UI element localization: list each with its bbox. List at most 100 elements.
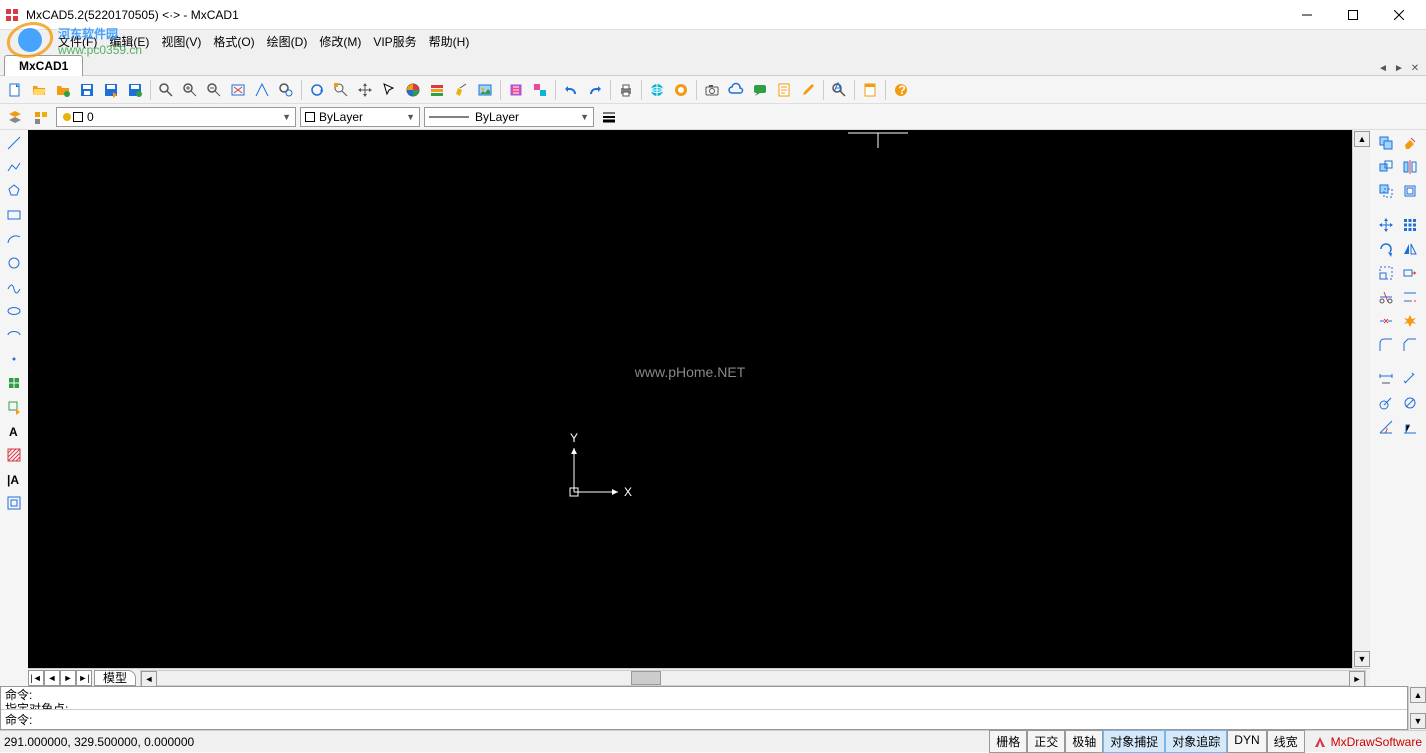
region-tool[interactable] <box>3 492 25 514</box>
color-button[interactable] <box>402 79 424 101</box>
linetype-dropdown[interactable]: ByLayer ▼ <box>424 107 594 127</box>
text-tool[interactable]: A <box>3 420 25 442</box>
layer-dropdown[interactable]: 0 ▼ <box>56 107 296 127</box>
dim-radius-tool[interactable] <box>1375 392 1397 414</box>
layer-manager-button[interactable] <box>4 106 26 128</box>
cloud2-button[interactable] <box>725 79 747 101</box>
hatch-tool[interactable] <box>3 444 25 466</box>
dim-linear-tool[interactable] <box>1375 368 1397 390</box>
lineweight-button[interactable] <box>598 106 620 128</box>
tab-prev-button[interactable]: ◄ <box>1376 61 1390 75</box>
close-button[interactable] <box>1376 0 1422 30</box>
highlight-button[interactable] <box>450 79 472 101</box>
new-button[interactable] <box>4 79 26 101</box>
layer-states-button[interactable] <box>30 106 52 128</box>
cloud-button[interactable] <box>670 79 692 101</box>
polygon-tool[interactable] <box>3 180 25 202</box>
zoom-all-button[interactable] <box>330 79 352 101</box>
image-button[interactable] <box>474 79 496 101</box>
insert-button[interactable] <box>529 79 551 101</box>
block-button[interactable] <box>505 79 527 101</box>
help-button[interactable]: ? <box>890 79 912 101</box>
scroll-down-button[interactable]: ▼ <box>1354 651 1370 667</box>
ortho-toggle[interactable]: 正交 <box>1027 730 1065 753</box>
pencil-button[interactable] <box>797 79 819 101</box>
redo-button[interactable] <box>584 79 606 101</box>
osnap-toggle[interactable]: 对象捕捉 <box>1103 730 1165 753</box>
scroll-up-button[interactable]: ▲ <box>1354 131 1370 147</box>
minimize-button[interactable] <box>1284 0 1330 30</box>
fillet-tool[interactable] <box>1375 334 1397 356</box>
menu-view[interactable]: 视图(V) <box>155 31 207 52</box>
menu-format[interactable]: 格式(O) <box>207 31 260 52</box>
zoom-in-button[interactable] <box>179 79 201 101</box>
save3-button[interactable] <box>124 79 146 101</box>
find-button[interactable]: A <box>828 79 850 101</box>
otrack-toggle[interactable]: 对象追踪 <box>1165 730 1227 753</box>
chamfer-tool[interactable] <box>1399 334 1421 356</box>
zoom-realtime-button[interactable] <box>275 79 297 101</box>
mirror2-tool[interactable] <box>1399 238 1421 260</box>
dim-aligned-tool[interactable] <box>1399 368 1421 390</box>
ellipse-tool[interactable] <box>3 300 25 322</box>
camera-button[interactable] <box>701 79 723 101</box>
grid-toggle[interactable]: 栅格 <box>989 730 1027 753</box>
menu-draw[interactable]: 绘图(D) <box>261 31 314 52</box>
copy2-tool[interactable] <box>1375 156 1397 178</box>
zoom-window-button[interactable] <box>251 79 273 101</box>
array-tool[interactable] <box>1399 214 1421 236</box>
horizontal-scrollbar[interactable]: ◄ ► <box>140 670 1366 686</box>
tab-first-button[interactable]: |◄ <box>28 670 44 686</box>
zoom-extents-button[interactable] <box>227 79 249 101</box>
open2-button[interactable] <box>52 79 74 101</box>
dim-diameter-tool[interactable] <box>1399 392 1421 414</box>
tab-next-button[interactable]: ► <box>1392 61 1406 75</box>
offset-tool[interactable] <box>1399 180 1421 202</box>
mirror-tool[interactable] <box>1399 156 1421 178</box>
copy3-tool[interactable] <box>1375 180 1397 202</box>
mtext-tool[interactable]: |A <box>3 468 25 490</box>
polyline-tool[interactable] <box>3 156 25 178</box>
rotate-tool[interactable] <box>1375 238 1397 260</box>
vertical-scrollbar[interactable]: ▲ ▼ <box>1352 130 1370 668</box>
polar-toggle[interactable]: 极轴 <box>1065 730 1103 753</box>
maximize-button[interactable] <box>1330 0 1376 30</box>
menu-help[interactable]: 帮助(H) <box>423 31 476 52</box>
web-button[interactable] <box>646 79 668 101</box>
rectangle-tool[interactable] <box>3 204 25 226</box>
erase-tool[interactable] <box>1399 132 1421 154</box>
move-tool[interactable] <box>1375 214 1397 236</box>
tab-last-button[interactable]: ►| <box>76 670 92 686</box>
trim-tool[interactable] <box>1375 286 1397 308</box>
dim-ordinate-tool[interactable] <box>1399 416 1421 438</box>
tab-next2-button[interactable]: ► <box>60 670 76 686</box>
ellipse-arc-tool[interactable] <box>3 324 25 346</box>
explode-tool[interactable] <box>1399 310 1421 332</box>
menu-modify[interactable]: 修改(M) <box>313 31 367 52</box>
drawing-canvas[interactable]: www.pHome.NET X Y <box>28 130 1352 668</box>
note-button[interactable] <box>773 79 795 101</box>
saveas-button[interactable] <box>100 79 122 101</box>
scroll-thumb[interactable] <box>631 671 661 685</box>
insert-block-tool[interactable] <box>3 396 25 418</box>
scale-tool[interactable] <box>1375 262 1397 284</box>
zoom-button[interactable] <box>155 79 177 101</box>
properties-button[interactable] <box>859 79 881 101</box>
scroll-left-button[interactable]: ◄ <box>141 671 157 687</box>
tab-prev2-button[interactable]: ◄ <box>44 670 60 686</box>
menu-file[interactable]: 文件(F) <box>52 31 103 52</box>
command-input[interactable] <box>36 710 1407 729</box>
open-button[interactable] <box>28 79 50 101</box>
pan-button[interactable] <box>354 79 376 101</box>
save-button[interactable] <box>76 79 98 101</box>
layers-button[interactable] <box>426 79 448 101</box>
arc-tool[interactable] <box>3 228 25 250</box>
dim-angular-tool[interactable] <box>1375 416 1397 438</box>
document-tab[interactable]: MxCAD1 <box>4 55 83 76</box>
select-button[interactable] <box>378 79 400 101</box>
print-button[interactable] <box>615 79 637 101</box>
cmd-scroll-up[interactable]: ▲ <box>1410 687 1426 703</box>
scroll-right-button[interactable]: ► <box>1349 671 1365 687</box>
line-tool[interactable] <box>3 132 25 154</box>
menu-vip[interactable]: VIP服务 <box>367 31 422 52</box>
